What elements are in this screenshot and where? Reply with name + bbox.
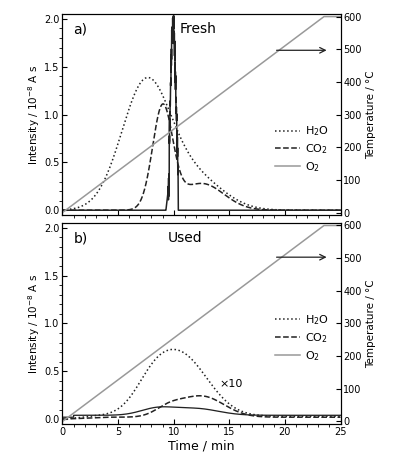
Legend: H$_2$O, CO$_2$, O$_2$: H$_2$O, CO$_2$, O$_2$ bbox=[271, 309, 334, 367]
Text: Used: Used bbox=[168, 231, 203, 245]
Legend: H$_2$O, CO$_2$, O$_2$: H$_2$O, CO$_2$, O$_2$ bbox=[271, 120, 334, 178]
Y-axis label: Temperature / °C: Temperature / °C bbox=[366, 70, 376, 159]
Text: ×10: ×10 bbox=[220, 379, 243, 389]
Y-axis label: Intensity / 10$^{-8}$ A s: Intensity / 10$^{-8}$ A s bbox=[26, 65, 42, 165]
Text: Fresh: Fresh bbox=[179, 22, 216, 36]
Y-axis label: Temperature / °C: Temperature / °C bbox=[366, 279, 376, 368]
Y-axis label: Intensity / 10$^{-8}$ A s: Intensity / 10$^{-8}$ A s bbox=[26, 273, 42, 374]
Text: b): b) bbox=[74, 231, 88, 245]
X-axis label: Time / min: Time / min bbox=[168, 439, 235, 453]
Text: a): a) bbox=[74, 22, 87, 36]
